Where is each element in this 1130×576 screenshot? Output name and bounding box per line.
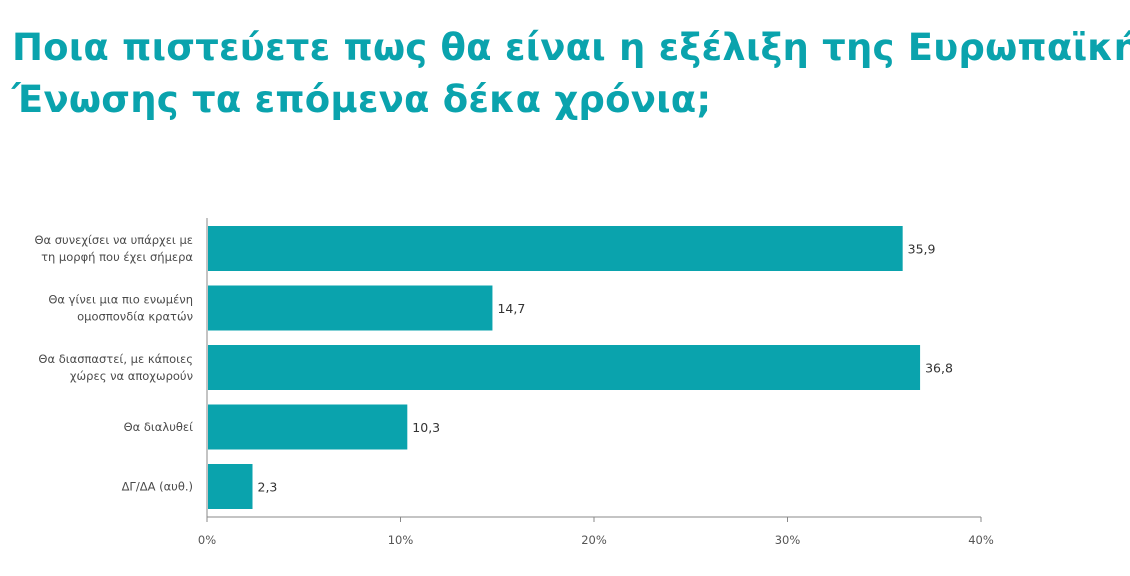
chart-title-line-2: Ένωσης τα επόμενα δέκα χρόνια;	[12, 78, 712, 121]
x-tick-label: 20%	[581, 533, 607, 547]
category-label: Θα γίνει μια πιο ενωμένη ομοσπονδία κρατώ…	[48, 293, 193, 324]
bar	[208, 404, 408, 450]
data-label: 35,9	[908, 242, 936, 257]
data-label: 14,7	[497, 301, 525, 316]
category-label-line: ΔΓ/ΔΑ (αυθ.)	[122, 480, 193, 494]
category-label-line: Θα διασπαστεί, με κάποιες	[38, 352, 193, 366]
category-label-line: ομοσπονδία κρατών	[77, 310, 193, 324]
category-label: Θα διαλυθεί	[124, 420, 194, 434]
bar	[208, 226, 903, 271]
category-label: ΔΓ/ΔΑ (αυθ.)	[122, 480, 193, 494]
category-label-line: τη μορφή που έχει σήμερα	[41, 250, 193, 264]
x-tick-label: 10%	[388, 533, 414, 547]
category-label-line: χώρες να αποχωρούν	[70, 369, 193, 383]
category-label: Θα συνεχίσει να υπάρχει με τη μορφή που έ…	[34, 233, 193, 264]
bar	[208, 464, 253, 509]
data-label: 36,8	[925, 361, 953, 376]
data-label: 2,3	[258, 480, 278, 495]
bar	[208, 345, 921, 390]
x-tick-label: 30%	[775, 533, 801, 547]
category-label-line: Θα συνεχίσει να υπάρχει με	[34, 233, 193, 247]
x-tick-label: 0%	[198, 533, 216, 547]
bar	[208, 285, 493, 331]
chart-title: Ποια πιστεύετε πως θα είναι η εξέλιξη τη…	[12, 22, 1130, 126]
chart-title-line-1: Ποια πιστεύετε πως θα είναι η εξέλιξη τη…	[12, 26, 1130, 69]
category-label: Θα διασπαστεί, με κάποιες χώρες να αποχωρ…	[38, 352, 193, 383]
category-label-line: Θα γίνει μια πιο ενωμένη	[48, 293, 193, 307]
category-label-line: Θα διαλυθεί	[124, 420, 194, 434]
data-label: 10,3	[412, 420, 440, 435]
x-tick-label: 40%	[968, 533, 994, 547]
